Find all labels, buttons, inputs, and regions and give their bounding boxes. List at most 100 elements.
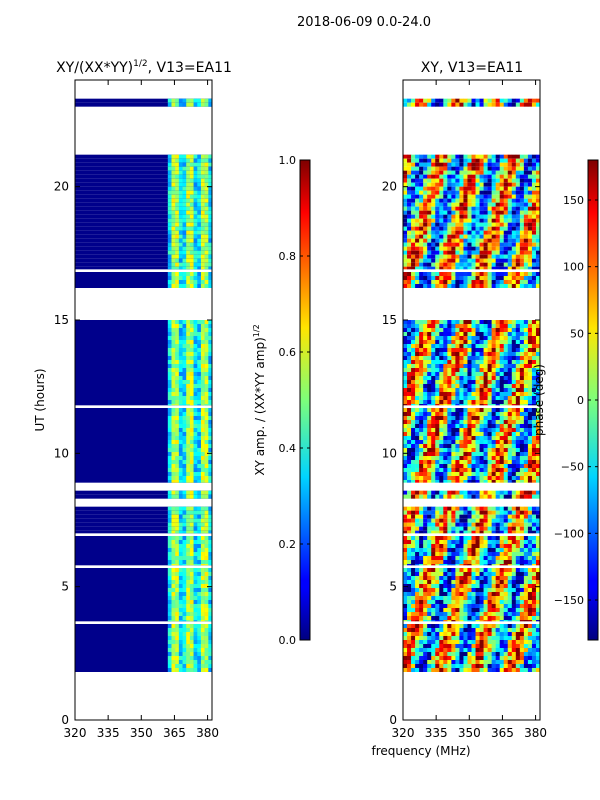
heatmap-cell [459,544,464,548]
heatmap-cell [407,336,412,340]
heatmap-cell [443,536,448,540]
heatmap-cell [515,652,521,656]
heatmap-cell [407,416,412,420]
heatmap-cell [419,652,424,656]
heatmap-cell [419,552,424,556]
heatmap-cell [523,424,529,428]
heatmap-cell [175,336,180,340]
heatmap-cell [447,360,452,364]
heatmap-cell [200,580,205,584]
heatmap-cell [507,272,513,276]
heatmap-cell [197,250,202,255]
heatmap-cell [197,174,202,179]
heatmap-cell [535,380,541,384]
heatmap-cell [535,372,541,376]
heatmap-cell [495,460,501,464]
heatmap-cell [200,432,205,436]
heatmap-cell [403,376,408,380]
heatmap-cell [189,580,194,584]
heatmap-cell [415,170,420,175]
heatmap-cell [443,564,448,566]
heatmap-cell [491,396,496,400]
heatmap-cell [186,182,191,187]
heatmap-cell [175,218,180,223]
heatmap-cell [423,526,428,531]
heatmap-cell [491,320,496,324]
heatmap-cell [487,604,492,608]
heatmap-cell [495,320,501,324]
heatmap-cell [189,202,194,207]
heatmap-cell [447,158,452,163]
heatmap-cell [175,644,180,648]
heatmap-cell [503,560,509,564]
heatmap-cell [208,396,213,400]
heatmap-cell [208,98,213,103]
heatmap-cell [515,480,521,483]
heatmap-cell [189,198,194,203]
heatmap-cell [487,468,492,472]
heatmap-cell [75,400,212,404]
heatmap-cell [459,564,464,566]
heatmap-cell [197,226,202,231]
heatmap-cell [411,506,416,511]
heatmap-cell [483,648,488,652]
heatmap-cell [495,628,501,632]
heatmap-cell [403,494,408,499]
heatmap-cell [178,190,183,195]
heatmap-cell [189,324,194,328]
heatmap-cell [427,392,432,396]
heatmap-cell [531,514,537,519]
heatmap-cell [531,464,537,468]
heatmap-cell [200,348,205,352]
heatmap-cell [171,616,176,620]
heatmap-cell [531,564,537,566]
heatmap-cell [197,408,202,412]
heatmap-cell [455,628,460,632]
heatmap-cell [443,158,448,163]
heatmap-cell [475,320,480,324]
heatmap-cell [499,506,505,511]
heatmap-cell [189,608,194,612]
heatmap-cell [193,348,198,352]
heatmap-cell [178,660,183,664]
heatmap-cell [411,584,416,588]
heatmap-cell [459,412,464,416]
heatmap-cell [182,652,187,656]
heatmap-cell [459,620,464,622]
heatmap-cell [186,624,191,628]
heatmap-cell [479,158,484,163]
heatmap-cell [200,198,205,203]
heatmap-cell [439,328,444,332]
heatmap-cell [527,368,533,372]
heatmap-cell [423,194,428,199]
heatmap-cell [483,182,488,187]
heatmap-cell [415,166,420,171]
heatmap-cell [193,158,198,163]
heatmap-cell [527,190,533,195]
heatmap-cell [197,238,202,243]
heatmap-cell [208,238,213,243]
heatmap-cell [511,612,517,616]
heatmap-cell [193,154,198,159]
heatmap-cell [527,548,533,552]
heatmap-cell [451,324,456,328]
heatmap-cell [531,356,537,360]
heatmap-cell [483,596,488,600]
heatmap-cell [175,560,180,564]
heatmap-cell [527,348,533,352]
heatmap-cell [431,476,436,480]
heatmap-cell [439,540,444,544]
heatmap-cell [467,332,472,336]
heatmap-cell [467,576,472,580]
heatmap-cell [499,182,505,187]
heatmap-cell [186,468,191,472]
heatmap-cell [463,412,468,416]
heatmap-cell [411,404,416,406]
heatmap-cell [171,518,176,523]
heatmap-cell [479,388,484,392]
heatmap-cell [523,432,529,436]
heatmap-cell [423,356,428,360]
amplitude-colorbar-gradient [299,159,311,641]
heatmap-cell [175,412,180,416]
heatmap-cell [403,424,408,428]
